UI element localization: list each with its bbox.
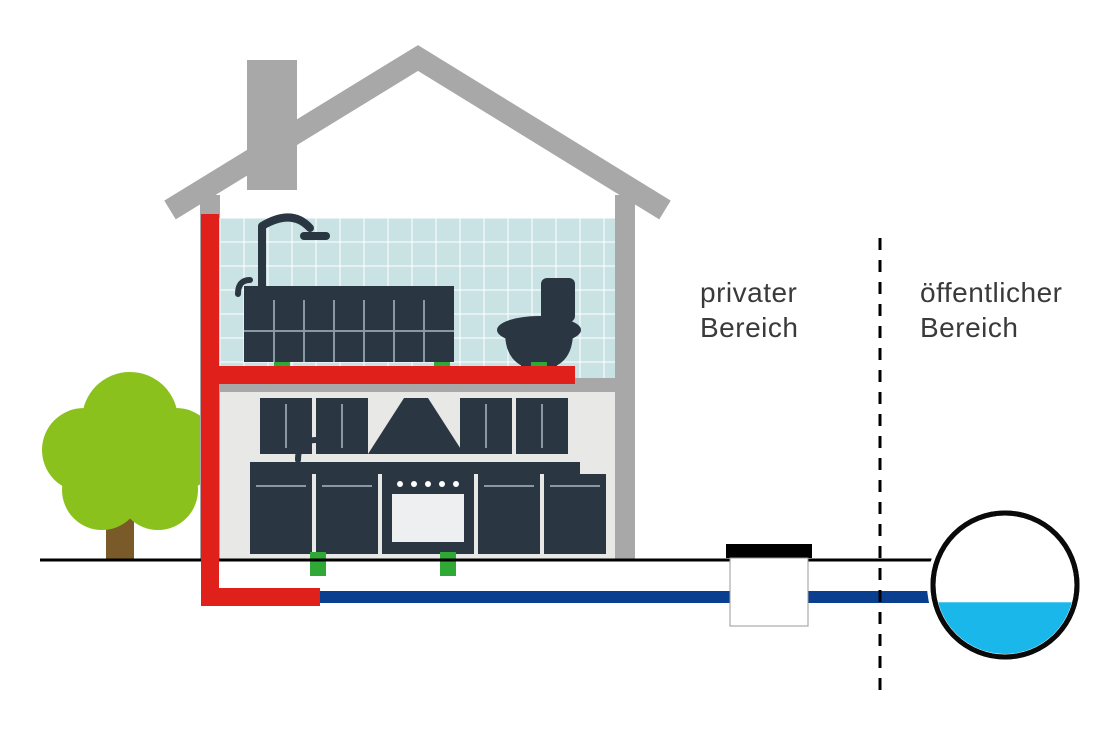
label-private-line2: Bereich [700, 312, 798, 343]
diagram-svg [0, 0, 1112, 746]
counter-icon [250, 462, 606, 554]
pipe-red-ground [201, 588, 320, 606]
label-private: privater Bereich [700, 275, 798, 345]
label-public-line2: Bereich [920, 312, 1018, 343]
label-public: öffentlicher Bereich [920, 275, 1062, 345]
diagram-stage: privater Bereich öffentlicher Bereich [0, 0, 1112, 746]
pipe-red-vertical [201, 214, 219, 597]
pipe-red-upper [201, 366, 575, 384]
inspection-lid [726, 544, 812, 558]
drain-green-kitchen2 [440, 552, 456, 576]
pipe-blue [320, 591, 960, 603]
label-public-line1: öffentlicher [920, 277, 1062, 308]
inspection-box [730, 558, 808, 626]
drain-green-kitchen1 [310, 552, 326, 576]
label-private-line1: privater [700, 277, 797, 308]
wall-right [615, 195, 635, 560]
